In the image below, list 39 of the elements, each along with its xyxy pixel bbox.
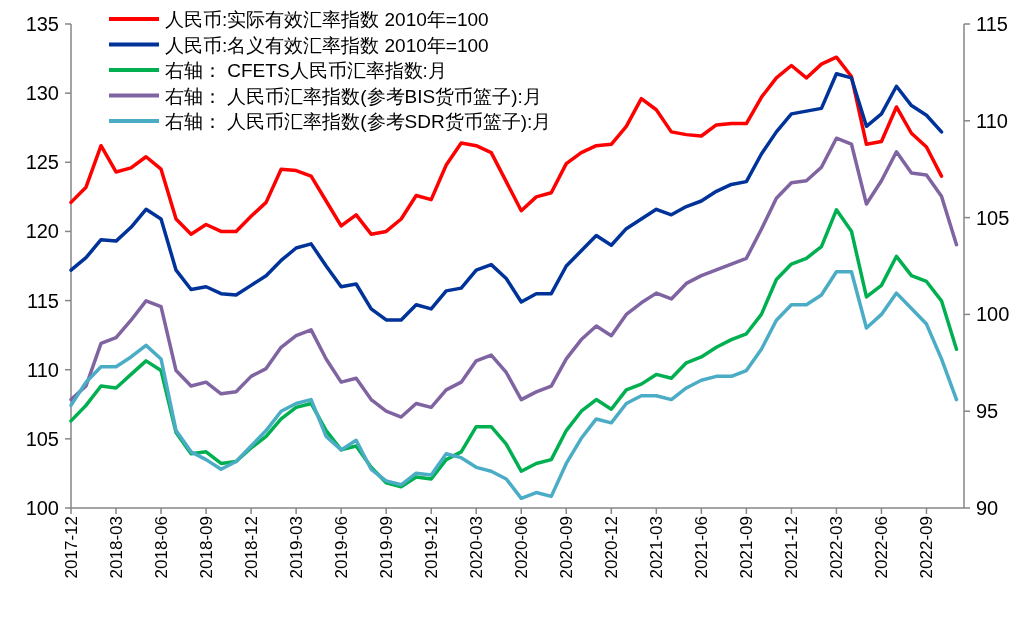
y2tick: 115 — [976, 13, 1008, 35]
xtick: 2020-09 — [557, 516, 577, 579]
xtick: 2018-06 — [152, 516, 172, 579]
y2tick: 95 — [976, 400, 999, 423]
xtick: 2022-09 — [917, 516, 937, 579]
xtick: 2021-12 — [782, 516, 802, 579]
legend-label: 右轴： 人民币汇率指数(参考SDR货币篮子):月 — [165, 111, 552, 132]
legend-label: 右轴： CFETS人民币汇率指数:月 — [165, 60, 447, 81]
xtick: 2018-12 — [242, 516, 262, 579]
legend-label: 人民币:实际有效汇率指数 2010年=100 — [165, 9, 489, 30]
y2tick: 100 — [976, 303, 1010, 326]
ytick: 135 — [25, 13, 59, 35]
ytick: 105 — [25, 427, 59, 450]
ytick: 125 — [25, 151, 59, 174]
ytick: 100 — [25, 497, 59, 519]
ytick: 120 — [25, 220, 59, 243]
xtick: 2019-03 — [287, 516, 307, 579]
ytick: 130 — [25, 82, 59, 105]
xtick: 2018-03 — [107, 516, 127, 579]
ytick: 115 — [27, 289, 59, 312]
xtick: 2021-03 — [647, 516, 667, 579]
xtick: 2022-06 — [872, 516, 892, 579]
xtick: 2018-09 — [197, 516, 217, 579]
xtick: 2019-12 — [422, 516, 442, 579]
xtick: 2022-03 — [827, 516, 847, 579]
xtick: 2019-06 — [332, 516, 352, 579]
legend-label: 人民币:名义有效汇率指数 2010年=100 — [165, 34, 489, 56]
xtick: 2020-06 — [512, 516, 532, 579]
y2tick: 90 — [976, 497, 999, 519]
xtick: 2020-12 — [602, 516, 622, 579]
legend-label: 右轴： 人民币汇率指数(参考BIS货币篮子):月 — [165, 85, 542, 107]
y2tick: 105 — [976, 206, 1010, 229]
xtick: 2021-09 — [737, 516, 757, 579]
xtick: 2020-03 — [467, 516, 487, 579]
y2tick: 110 — [976, 109, 1008, 132]
xtick: 2019-09 — [377, 516, 397, 579]
xtick: 2017-12 — [62, 516, 81, 579]
xtick: 2021-06 — [692, 516, 712, 579]
ytick: 110 — [27, 358, 59, 381]
